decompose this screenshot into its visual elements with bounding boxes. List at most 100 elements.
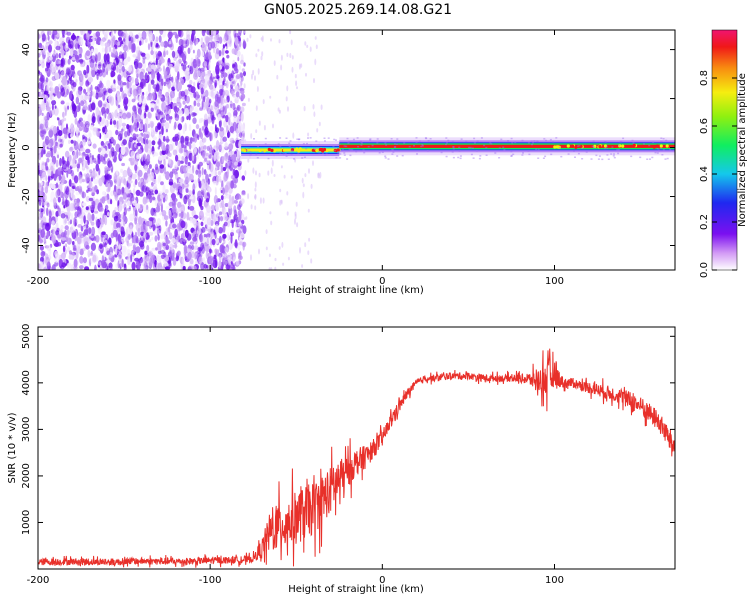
noise-speck	[270, 167, 273, 174]
noise-speck	[164, 122, 170, 130]
signal-scatter	[378, 152, 381, 154]
noise-speck	[240, 198, 245, 205]
noise-speck	[91, 116, 96, 124]
noise-speck	[87, 129, 92, 140]
noise-speck	[196, 70, 201, 77]
noise-speck	[150, 107, 154, 112]
noise-speck	[236, 133, 240, 138]
noise-speck	[310, 258, 313, 264]
noise-speck	[229, 219, 235, 224]
noise-speck	[174, 34, 179, 39]
noise-speck	[174, 121, 177, 130]
noise-speck	[151, 150, 157, 156]
y-tick-label: 5000	[21, 324, 32, 349]
signal-scatter	[558, 146, 561, 149]
noise-speck	[106, 79, 111, 88]
colorbar-tick-label: 0.4	[699, 166, 710, 182]
noise-speck	[66, 235, 70, 244]
signal-scatter	[413, 145, 415, 147]
noise-speck	[106, 259, 111, 264]
noise-speck	[137, 148, 143, 155]
noise-speck	[47, 84, 49, 91]
noise-speck	[56, 205, 60, 209]
noise-speck	[200, 132, 203, 140]
noise-speck	[155, 36, 159, 42]
signal-scatter	[458, 150, 461, 152]
noise-speck	[270, 220, 273, 226]
noise-speck	[132, 88, 137, 98]
noise-speck	[201, 167, 204, 176]
signal-scatter	[335, 139, 337, 141]
noise-speck	[220, 264, 224, 270]
noise-speck	[141, 184, 147, 193]
noise-speck	[182, 266, 186, 270]
noise-speck	[165, 171, 170, 181]
noise-speck	[306, 44, 309, 49]
noise-speck	[55, 53, 59, 59]
noise-speck	[73, 109, 78, 118]
noise-speck	[249, 34, 252, 39]
signal-scatter	[282, 153, 285, 155]
spectrogram-frame	[37, 29, 676, 271]
noise-speck	[222, 136, 227, 142]
noise-speck	[149, 120, 155, 128]
noise-speck	[80, 30, 86, 36]
noise-speck	[85, 32, 90, 41]
noise-speck	[219, 84, 223, 90]
noise-speck	[224, 43, 228, 47]
noise-speck	[215, 127, 219, 133]
noise-speck	[107, 160, 113, 168]
signal-scatter	[550, 153, 553, 156]
noise-speck	[301, 264, 304, 268]
signal-scatter	[611, 146, 614, 148]
noise-speck	[62, 34, 65, 38]
noise-speck	[168, 40, 172, 45]
noise-speck	[150, 64, 156, 70]
noise-speck	[142, 232, 147, 239]
noise-speck	[40, 92, 45, 100]
noise-speck	[196, 56, 199, 66]
noise-speck	[55, 189, 60, 199]
noise-speck	[309, 46, 312, 52]
noise-speck	[186, 165, 191, 173]
signal-dot	[282, 148, 286, 152]
noise-speck	[108, 150, 113, 158]
signal-scatter	[333, 149, 336, 152]
noise-speck	[105, 108, 110, 114]
signal-band	[241, 136, 675, 161]
noise-speck	[201, 43, 207, 52]
noise-speck	[121, 187, 125, 193]
noise-speck	[82, 153, 85, 160]
noise-speck	[206, 145, 210, 152]
noise-speck	[132, 133, 137, 139]
noise-speck	[85, 223, 89, 234]
noise-speck	[185, 39, 190, 47]
noise-speck	[62, 127, 68, 135]
noise-speck	[57, 140, 61, 150]
noise-speck	[86, 154, 90, 164]
noise-speck	[307, 208, 310, 213]
noise-speck	[139, 40, 142, 46]
noise-speck	[103, 112, 106, 122]
noise-speck	[177, 250, 181, 256]
signal-scatter	[510, 155, 513, 157]
noise-speck	[179, 237, 185, 245]
noise-speck	[117, 136, 121, 140]
signal-scatter	[510, 150, 513, 153]
noise-speck	[72, 198, 76, 205]
noise-speck	[171, 244, 174, 254]
noise-speck	[102, 91, 106, 102]
noise-speck	[255, 129, 258, 134]
signal-scatter	[421, 145, 424, 147]
noise-speck	[136, 252, 142, 260]
noise-speck	[70, 126, 75, 134]
noise-speck	[99, 80, 103, 88]
noise-speck	[203, 187, 206, 196]
signal-scatter	[349, 154, 352, 157]
noise-speck	[91, 213, 95, 221]
noise-speck	[140, 78, 146, 87]
noise-speck	[143, 263, 147, 270]
noise-speck	[177, 201, 182, 209]
noise-speck	[130, 195, 135, 202]
noise-speck	[76, 198, 80, 208]
